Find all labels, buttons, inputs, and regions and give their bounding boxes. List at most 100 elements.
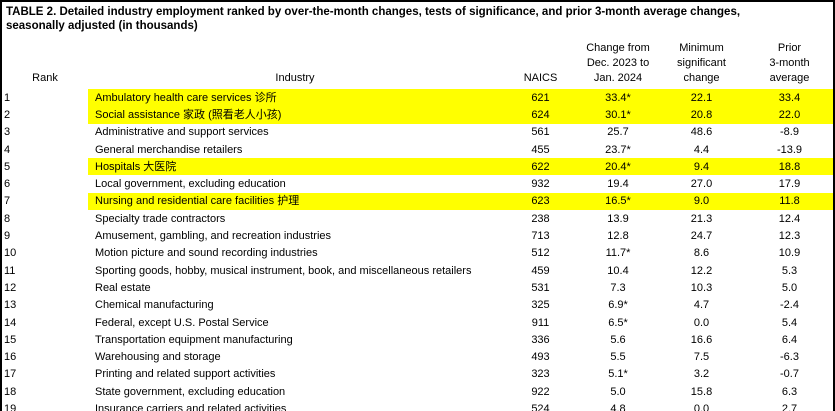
cell-rank: 5 — [4, 160, 11, 173]
cell-change: 6.5* — [608, 316, 628, 329]
cell-industry: Federal, except U.S. Postal Service — [95, 316, 269, 329]
cell-min: 16.6 — [690, 333, 713, 346]
table-row: 19 Insurance carriers and related activit… — [2, 400, 833, 411]
cell-min: 10.3 — [690, 281, 713, 294]
cell-naics: 713 — [531, 230, 550, 243]
table-body: 1 Ambulatory health care services 诊所 621 33… — [2, 89, 833, 411]
cell-prior: 5.0 — [781, 281, 798, 294]
cell-rank: 14 — [4, 316, 17, 329]
cell-rank: 16 — [4, 351, 17, 364]
cell-rank: 3 — [4, 126, 11, 139]
cell-rank: 2 — [4, 108, 11, 121]
cell-change: 23.7* — [605, 143, 631, 156]
cell-min: 9.0 — [657, 192, 746, 211]
table-row: 13 Chemical manufacturing 325 6.9* 4.7 -2.4 — [2, 297, 833, 314]
cell-change: 7.3 — [610, 281, 626, 294]
col-min-header: Minimum significant change — [677, 42, 726, 84]
cell-naics: 621 — [502, 89, 579, 107]
cell-industry: Specialty trade contractors — [95, 212, 226, 225]
cell-industry: Local government, excluding education — [95, 178, 286, 191]
cell-change: 5.0 — [610, 385, 626, 398]
cell-naics: 512 — [531, 247, 550, 260]
cell-industry: Warehousing and storage — [95, 351, 221, 364]
cell-prior: 5.3 — [781, 264, 798, 277]
cell-change: 25.7 — [607, 126, 629, 139]
table-row: 1 Ambulatory health care services 诊所 621 33… — [2, 89, 833, 107]
cell-change: 30.1* — [579, 106, 657, 124]
cell-naics: 336 — [531, 333, 550, 346]
cell-industry: Nursing and residential care facilities … — [88, 192, 502, 211]
cell-industry: Amusement, gambling, and recreation indu… — [95, 230, 332, 243]
cell-naics: 459 — [531, 264, 550, 277]
cell-min: 12.2 — [690, 264, 713, 277]
table-row: 12 Real estate 531 7.3 10.3 5.0 — [2, 279, 833, 296]
cell-change: 33.4* — [579, 89, 657, 107]
cell-naics: 455 — [531, 143, 550, 156]
cell-naics: 325 — [531, 299, 550, 312]
cell-rank: 19 — [4, 402, 17, 411]
col-rank-header: Rank — [32, 72, 58, 84]
cell-change: 5.5 — [610, 351, 626, 364]
cell-naics: 922 — [531, 385, 550, 398]
cell-rank: 4 — [4, 143, 11, 156]
cell-min: 24.7 — [690, 230, 713, 243]
cell-change: 11.7* — [605, 247, 631, 260]
cell-min: 22.1 — [657, 89, 746, 107]
cell-change: 13.9 — [607, 212, 629, 225]
table-row: 7 Nursing and residential care facilities… — [2, 192, 833, 211]
table-row: 8 Specialty trade contractors 238 13.9 21.3 1… — [2, 210, 833, 227]
table-row: 17 Printing and related support activitie… — [2, 366, 833, 383]
cell-prior: -0.7 — [780, 368, 799, 381]
table-row: 10 Motion picture and sound recording ind… — [2, 245, 833, 262]
cell-industry: Hospitals 大医院 — [88, 158, 502, 176]
cell-naics: 624 — [502, 106, 579, 124]
cell-prior: -8.9 — [780, 126, 799, 139]
cell-prior: -6.3 — [780, 351, 799, 364]
cell-min: 4.7 — [693, 299, 710, 312]
cell-industry: Chemical manufacturing — [95, 299, 214, 312]
cell-industry: Transportation equipment manufacturing — [95, 333, 293, 346]
cell-change: 4.8 — [610, 402, 626, 411]
cell-rank: 1 — [4, 91, 11, 104]
table-row: 18 State government, excluding education 9… — [2, 383, 833, 400]
cell-naics: 911 — [531, 316, 550, 329]
table-row: 3 Administrative and support services 561 2… — [2, 124, 833, 141]
cell-min: 8.6 — [693, 247, 710, 260]
table-row: 11 Sporting goods, hobby, musical instrum… — [2, 262, 833, 279]
cell-prior: -13.9 — [776, 143, 803, 156]
cell-change: 16.5* — [579, 192, 657, 211]
cell-naics: 493 — [531, 351, 550, 364]
table-row: 9 Amusement, gambling, and recreation ind… — [2, 227, 833, 244]
table-row: 2 Social assistance 家政 (照看老人小孩) 624 30.1* 20… — [2, 106, 833, 124]
title-line-2: seasonally adjusted (in thousands) — [6, 20, 198, 32]
cell-min: 7.5 — [693, 351, 710, 364]
cell-min: 15.8 — [690, 385, 713, 398]
cell-prior: 17.9 — [778, 178, 801, 191]
table-row: 16 Warehousing and storage 493 5.5 7.5 -6.3 — [2, 348, 833, 365]
cell-change: 5.6 — [610, 333, 626, 346]
table-header: Rank Industry NAICS Change from Dec. 202… — [2, 36, 833, 87]
cell-rank: 17 — [4, 368, 17, 381]
cell-change: 10.4 — [607, 264, 629, 277]
cell-rank: 6 — [4, 178, 11, 191]
cell-prior: 11.8 — [746, 192, 833, 211]
cell-naics: 623 — [502, 192, 579, 211]
col-industry-header: Industry — [275, 72, 315, 84]
cell-industry: Insurance carriers and related activitie… — [95, 402, 287, 411]
cell-rank: 12 — [4, 281, 17, 294]
cell-min: 21.3 — [690, 212, 713, 225]
cell-prior: 6.4 — [781, 333, 798, 346]
cell-prior: 33.4 — [746, 89, 833, 107]
cell-prior: 2.7 — [781, 402, 798, 411]
cell-prior: -2.4 — [780, 299, 799, 312]
cell-min: 0.0 — [693, 316, 710, 329]
cell-min: 4.4 — [693, 143, 710, 156]
table-row: 4 General merchandise retailers 455 23.7* 4.… — [2, 141, 833, 158]
cell-industry: Administrative and support services — [95, 126, 269, 139]
cell-naics: 323 — [531, 368, 550, 381]
cell-prior: 12.3 — [778, 230, 801, 243]
table-row: 14 Federal, except U.S. Postal Service 911… — [2, 314, 833, 331]
cell-industry: Ambulatory health care services 诊所 — [88, 89, 502, 107]
cell-prior: 12.4 — [778, 212, 801, 225]
